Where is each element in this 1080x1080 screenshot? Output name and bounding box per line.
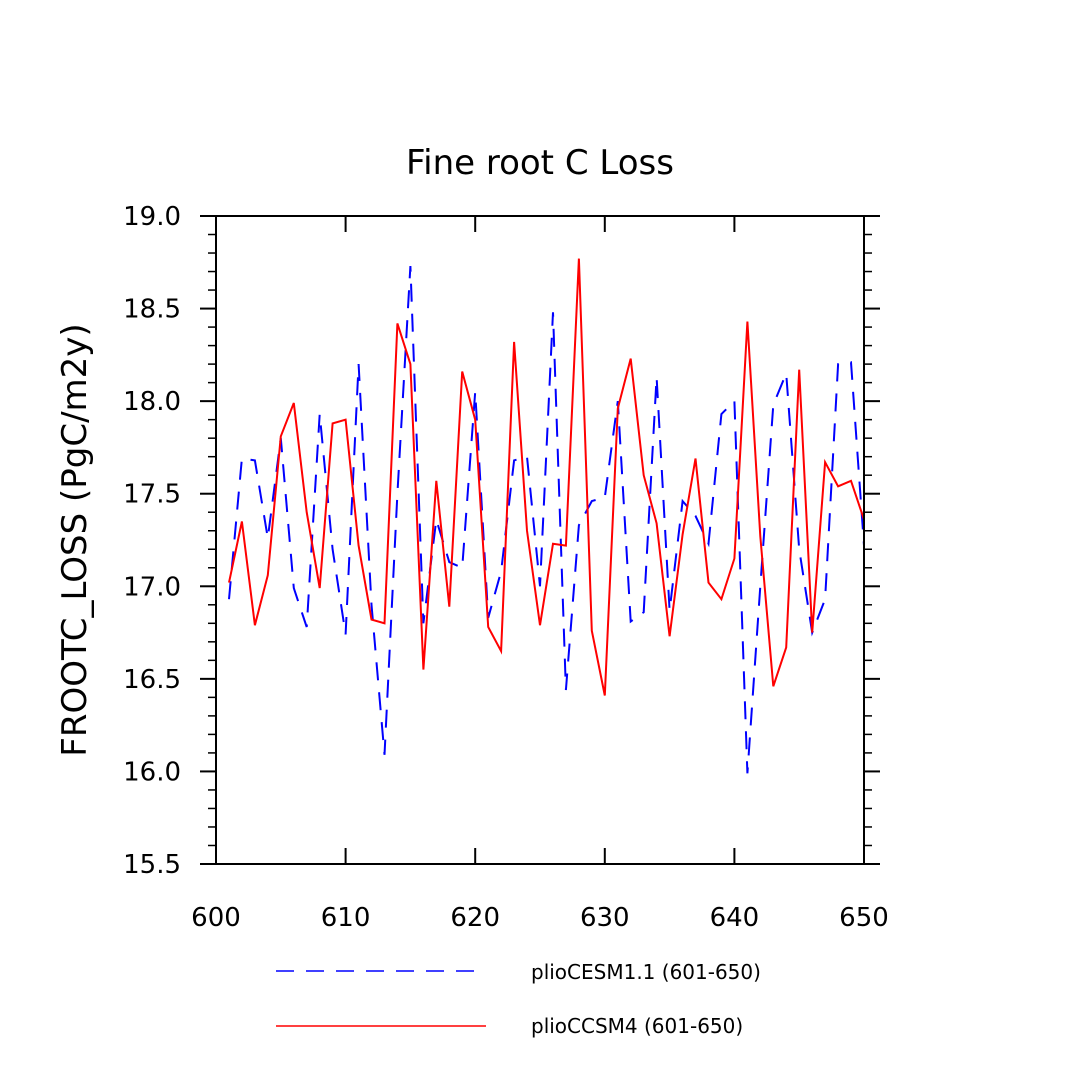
y-tick-label: 17.5 [123,480,181,510]
y-tick-label: 17.0 [123,572,181,602]
y-axis-label: FROOTC_LOSS (PgC/m2y) [55,323,95,756]
legend-label-cesm: plioCESM1.1 (601-650) [531,960,761,984]
chart-title: Fine root C Loss [406,143,674,183]
y-tick-label: 18.5 [123,295,181,325]
legend: plioCESM1.1 (601-650) plioCCSM4 (601-650… [276,960,761,1038]
y-tick-label: 16.5 [123,665,181,695]
y-tick-label: 16.0 [123,757,181,787]
x-tick-label: 630 [580,903,630,933]
legend-label-ccsm: plioCCSM4 (601-650) [531,1014,743,1038]
y-tick-label: 15.5 [123,850,181,880]
y-tick-labels: 15.5 16.0 16.5 17.0 17.5 18.0 18.5 19.0 [123,202,181,880]
plot-frame [215,215,865,865]
x-tick-label: 600 [191,903,241,933]
x-tick-label: 640 [710,903,760,933]
x-tick-labels: 600 610 620 630 640 650 [191,903,889,933]
series-line-ccsm [228,258,865,696]
y-tick-label: 18.0 [123,387,181,417]
axis-ticks [200,215,880,865]
series-layer [228,258,865,774]
x-tick-label: 650 [839,903,889,933]
x-tick-label: 620 [450,903,500,933]
x-tick-label: 610 [321,903,371,933]
y-tick-label: 19.0 [123,202,181,232]
